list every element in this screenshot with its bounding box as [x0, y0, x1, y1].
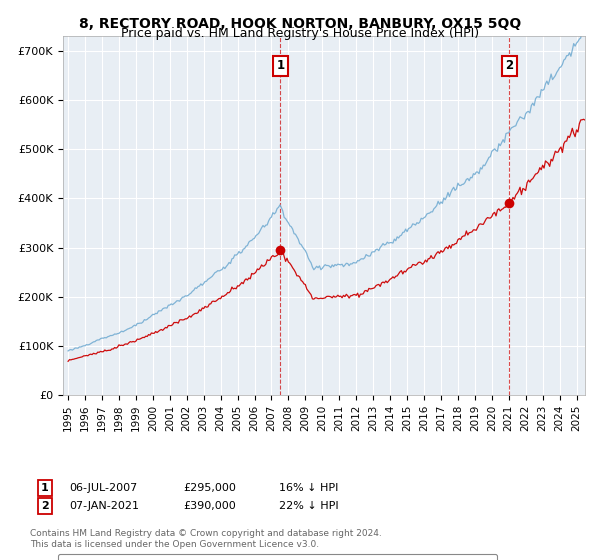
Legend: 8, RECTORY ROAD, HOOK NORTON, BANBURY, OX15 5QQ (detached house), HPI: Average p: 8, RECTORY ROAD, HOOK NORTON, BANBURY, O…	[58, 554, 497, 560]
Text: 2: 2	[41, 501, 49, 511]
Text: Contains HM Land Registry data © Crown copyright and database right 2024.
This d: Contains HM Land Registry data © Crown c…	[30, 529, 382, 549]
Text: 8, RECTORY ROAD, HOOK NORTON, BANBURY, OX15 5QQ: 8, RECTORY ROAD, HOOK NORTON, BANBURY, O…	[79, 17, 521, 31]
Text: 07-JAN-2021: 07-JAN-2021	[69, 501, 139, 511]
Text: 16% ↓ HPI: 16% ↓ HPI	[279, 483, 338, 493]
Text: 1: 1	[41, 483, 49, 493]
Text: Price paid vs. HM Land Registry's House Price Index (HPI): Price paid vs. HM Land Registry's House …	[121, 27, 479, 40]
Text: 2: 2	[505, 59, 514, 72]
Text: £295,000: £295,000	[183, 483, 236, 493]
Text: 22% ↓ HPI: 22% ↓ HPI	[279, 501, 338, 511]
Text: 1: 1	[276, 59, 284, 72]
Text: 06-JUL-2007: 06-JUL-2007	[69, 483, 137, 493]
Text: £390,000: £390,000	[183, 501, 236, 511]
